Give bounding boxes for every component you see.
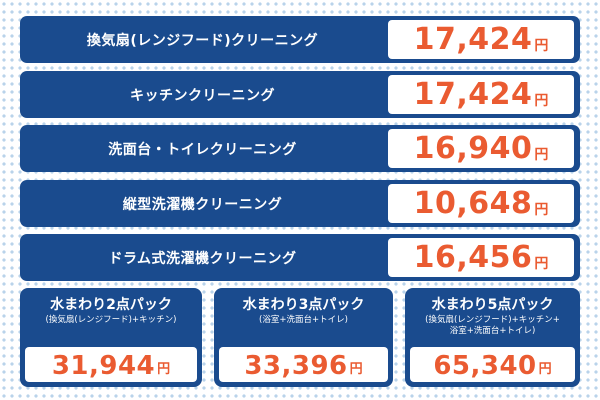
pack-card-5: 水まわり5点パック (換気扇(レンジフード)+キッチン+ 浴室+洗面台+トイレ)…: [405, 288, 580, 387]
service-price-box: 16,456 円: [388, 238, 574, 277]
yen-unit: 円: [534, 202, 549, 218]
service-price: 17,424: [413, 22, 533, 57]
pack-header: 水まわり5点パック (換気扇(レンジフード)+キッチン+ 浴室+洗面台+トイレ): [405, 291, 580, 349]
pack-price: 31,944: [51, 351, 156, 381]
pack-price: 65,340: [433, 351, 537, 381]
pack-price-box: 33,396 円: [219, 347, 388, 382]
pack-header: 水まわり3点パック (浴室+洗面台+トイレ): [214, 291, 393, 349]
service-label: キッチンクリーニング: [130, 87, 275, 104]
yen-unit: 円: [534, 38, 549, 54]
service-price-box: 16,940 円: [388, 129, 574, 168]
service-price: 10,648: [413, 186, 533, 221]
yen-unit: 円: [157, 362, 171, 377]
yen-unit: 円: [534, 147, 549, 163]
service-row-vertical-washer: 縦型洗濯機クリーニング 10,648 円: [20, 180, 580, 227]
service-price: 17,424: [413, 77, 533, 112]
pack-title: 水まわり3点パック: [242, 297, 365, 313]
yen-unit: 円: [538, 362, 552, 377]
pack-contents: (浴室+洗面台+トイレ): [259, 315, 348, 325]
pack-header: 水まわり2点パック (換気扇(レンジフード)+キッチン): [20, 291, 202, 349]
service-label: 洗面台・トイレクリーニング: [108, 141, 297, 158]
pack-title: 水まわり2点パック: [50, 297, 172, 313]
pack-price-box: 31,944 円: [25, 347, 197, 382]
service-row-kitchen: キッチンクリーニング 17,424 円: [20, 71, 580, 118]
yen-unit: 円: [534, 256, 549, 272]
service-label: 換気扇(レンジフード)クリーニング: [86, 32, 319, 49]
yen-unit: 円: [534, 93, 549, 109]
service-label: ドラム式洗濯機クリーニング: [108, 250, 297, 267]
pack-price-box: 65,340 円: [410, 347, 575, 382]
pack-contents: (換気扇(レンジフード)+キッチン+: [425, 315, 560, 325]
yen-unit: 円: [349, 362, 363, 377]
service-price: 16,940: [413, 131, 533, 166]
pack-contents: (換気扇(レンジフード)+キッチン): [45, 315, 177, 325]
pack-title: 水まわり5点パック: [431, 297, 554, 313]
pack-card-2: 水まわり2点パック (換気扇(レンジフード)+キッチン) 31,944 円: [20, 288, 202, 387]
service-price-box: 17,424 円: [388, 20, 574, 59]
service-price-box: 17,424 円: [388, 75, 574, 114]
service-row-washbasin-toilet: 洗面台・トイレクリーニング 16,940 円: [20, 125, 580, 172]
pack-price: 33,396: [244, 351, 348, 381]
service-price-box: 10,648 円: [388, 184, 574, 223]
service-label: 縦型洗濯機クリーニング: [122, 196, 283, 213]
service-row-drum-washer: ドラム式洗濯機クリーニング 16,456 円: [20, 234, 580, 281]
service-price: 16,456: [413, 240, 533, 275]
pack-card-3: 水まわり3点パック (浴室+洗面台+トイレ) 33,396 円: [214, 288, 393, 387]
pack-contents-line-2: 浴室+洗面台+トイレ): [449, 326, 536, 336]
service-row-range-hood: 換気扇(レンジフード)クリーニング 17,424 円: [20, 16, 580, 63]
